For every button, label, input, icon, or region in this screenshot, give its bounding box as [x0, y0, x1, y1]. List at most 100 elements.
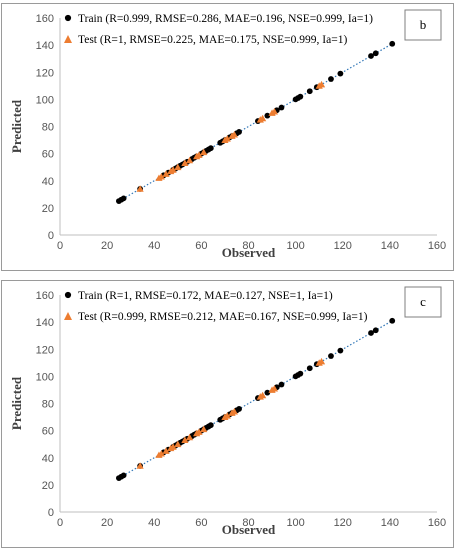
test-point	[169, 166, 177, 173]
x-tick-label: 140	[381, 517, 399, 529]
y-tick-label: 140	[36, 317, 54, 329]
x-tick-label: 60	[195, 517, 207, 529]
train-point	[207, 422, 214, 429]
train-point	[120, 195, 127, 202]
test-point	[162, 447, 170, 454]
test-point	[157, 173, 165, 180]
x-tick-label: 20	[101, 517, 113, 529]
test-point	[259, 391, 267, 399]
y-tick-label: 80	[42, 399, 54, 411]
y-tick-label: 40	[42, 176, 54, 188]
x-tick-label: 140	[381, 240, 399, 252]
y-tick-label: 120	[36, 344, 54, 356]
legend-circle-marker	[64, 14, 72, 22]
train-point	[337, 70, 344, 77]
train-point	[372, 327, 379, 334]
x-tick-label: 160	[428, 517, 446, 529]
y-tick-label: 160	[36, 13, 54, 25]
train-point	[207, 145, 214, 152]
train-point	[306, 365, 313, 372]
y-tick-label: 0	[48, 507, 54, 519]
legend-entry: Test (R=1, RMSE=0.225, MAE=0.175, NSE=0.…	[78, 34, 347, 46]
legend-circle-marker	[64, 291, 72, 299]
test-point	[185, 156, 194, 164]
y-axis-title: Predicted	[9, 99, 24, 153]
test-point	[181, 159, 189, 166]
test-point	[223, 135, 231, 142]
train-point	[372, 50, 379, 57]
x-tick-label: 80	[242, 517, 254, 529]
x-tick-label: 60	[195, 240, 207, 252]
test-point	[230, 408, 238, 415]
train-point	[337, 347, 344, 354]
test-point	[169, 443, 177, 450]
test-point	[174, 440, 182, 448]
test-point	[200, 425, 208, 433]
train-point	[368, 53, 374, 59]
y-tick-label: 100	[36, 371, 54, 383]
test-point	[270, 384, 279, 392]
panel-label: b	[420, 17, 427, 32]
scatter-chart-b: 0 20 40 60 80 100 120 140 160 0 20 40 60 80 100 120 140 1…	[9, 9, 446, 260]
y-axis-title: Predicted	[9, 376, 24, 430]
train-point	[328, 76, 334, 82]
test-point	[230, 131, 238, 138]
y-tick-label: 0	[48, 230, 54, 242]
y-tick-label: 80	[42, 122, 54, 134]
x-tick-label: 100	[286, 517, 304, 529]
test-point	[174, 163, 182, 171]
x-tick-label: 40	[148, 517, 160, 529]
test-point	[259, 114, 267, 122]
y-tick-label: 140	[36, 40, 54, 52]
x-tick-label: 0	[57, 517, 63, 529]
legend-entry: Train (R=1, RMSE=0.172, MAE=0.127, NSE=1…	[78, 290, 333, 302]
train-point	[297, 93, 304, 100]
x-tick-label: 120	[334, 240, 352, 252]
y-tick-label: 20	[42, 480, 54, 492]
y-tick-label: 20	[42, 203, 54, 215]
chart-panel-c: 0 20 40 60 80 100 120 140 160 0 20 40 60 80 100 120 140 1…	[1, 280, 454, 548]
train-point	[368, 330, 374, 336]
legend-triangle-marker	[64, 312, 72, 320]
test-point	[162, 170, 170, 177]
scatter-chart-c: 0 20 40 60 80 100 120 140 160 0 20 40 60 80 100 120 140 1…	[9, 286, 446, 537]
x-tick-label: 80	[242, 240, 254, 252]
train-point	[297, 370, 304, 377]
train-point	[389, 40, 396, 47]
y-tick-label: 120	[36, 67, 54, 79]
test-point	[195, 151, 203, 158]
x-tick-label: 0	[57, 240, 63, 252]
train-point	[120, 472, 127, 479]
train-point	[278, 104, 285, 111]
chart-panel-b: 0 20 40 60 80 100 120 140 160 0 20 40 60 80 100 120 140 1…	[1, 3, 454, 271]
x-axis-title: Observed	[222, 245, 276, 260]
test-point	[136, 185, 144, 192]
x-axis-title: Observed	[222, 522, 276, 537]
test-point	[270, 107, 279, 115]
y-tick-label: 100	[36, 94, 54, 106]
y-tick-label: 60	[42, 426, 54, 438]
test-point	[157, 450, 165, 457]
legend-entry: Train (R=0.999, RMSE=0.286, MAE=0.196, N…	[78, 13, 373, 25]
y-tick-label: 160	[36, 290, 54, 302]
test-point	[200, 148, 208, 156]
train-point	[278, 381, 285, 388]
train-point	[328, 353, 334, 359]
test-point	[136, 462, 144, 469]
test-point	[317, 80, 326, 88]
legend-entry: Test (R=0.999, RMSE=0.212, MAE=0.167, NS…	[78, 311, 368, 323]
train-point	[236, 129, 242, 135]
panel-label-box	[404, 286, 442, 318]
x-tick-label: 100	[286, 240, 304, 252]
test-point	[185, 433, 194, 441]
x-tick-label: 40	[148, 240, 160, 252]
test-point	[317, 357, 326, 365]
test-point	[223, 412, 231, 419]
y-tick-label: 60	[42, 149, 54, 161]
y-tick-label: 40	[42, 453, 54, 465]
train-point	[306, 88, 313, 95]
x-tick-label: 20	[101, 240, 113, 252]
test-point	[195, 428, 203, 435]
panel-label-box	[404, 9, 442, 41]
train-point	[264, 112, 271, 119]
